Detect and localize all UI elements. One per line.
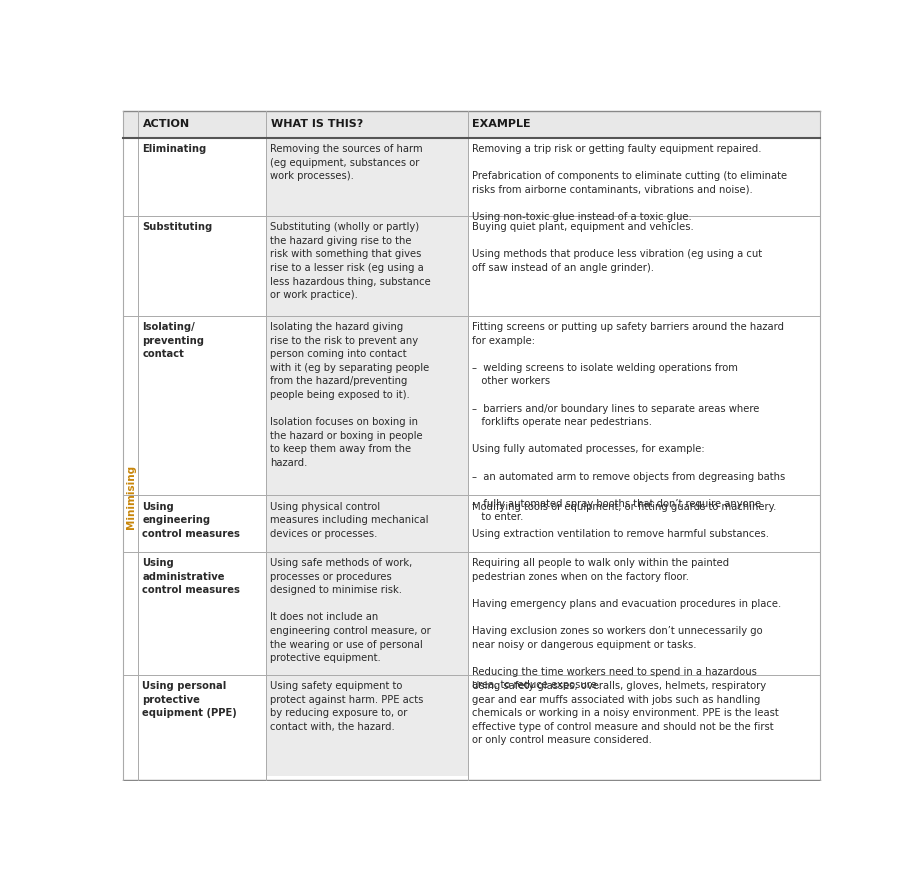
Text: Using safe methods of work,
processes or procedures
designed to minimise risk.

: Using safe methods of work, processes or… (270, 558, 431, 662)
Bar (122, 112, 821, 139)
Text: Substituting (wholly or partly)
the hazard giving rise to the
risk with somethin: Substituting (wholly or partly) the haza… (270, 222, 431, 299)
Text: EXAMPLE: EXAMPLE (472, 119, 531, 129)
Bar (266, 675, 468, 776)
Text: Substituting: Substituting (142, 222, 213, 232)
Text: Using physical control
measures including mechanical
devices or processes.: Using physical control measures includin… (270, 501, 428, 538)
Text: ACTION: ACTION (143, 119, 190, 129)
Bar (266, 217, 468, 316)
Bar (266, 495, 468, 552)
Text: Buying quiet plant, equipment and vehicles.

Using methods that produce less vib: Buying quiet plant, equipment and vehicl… (472, 222, 762, 273)
Text: Fitting screens or putting up safety barriers around the hazard
for example:

– : Fitting screens or putting up safety bar… (472, 321, 785, 522)
Text: Requiring all people to walk only within the painted
pedestrian zones when on th: Requiring all people to walk only within… (472, 558, 781, 689)
Bar (266, 552, 468, 675)
Text: Removing the sources of harm
(eg equipment, substances or
work processes).: Removing the sources of harm (eg equipme… (270, 144, 423, 181)
Text: Isolating/
preventing
contact: Isolating/ preventing contact (142, 321, 204, 359)
Text: Using personal
protective
equipment (PPE): Using personal protective equipment (PPE… (142, 680, 237, 717)
Text: Using safety equipment to
protect against harm. PPE acts
by reducing exposure to: Using safety equipment to protect agains… (270, 680, 424, 731)
Bar (266, 316, 468, 495)
Text: Eliminating: Eliminating (142, 144, 206, 154)
Text: Using
administrative
control measures: Using administrative control measures (142, 558, 240, 594)
Text: Minimising: Minimising (125, 464, 135, 529)
Text: WHAT IS THIS?: WHAT IS THIS? (271, 119, 363, 129)
Text: Isolating the hazard giving
rise to the risk to prevent any
person coming into c: Isolating the hazard giving rise to the … (270, 321, 429, 467)
Bar (266, 139, 468, 217)
Text: Removing a trip risk or getting faulty equipment repaired.

Prefabrication of co: Removing a trip risk or getting faulty e… (472, 144, 787, 222)
Text: Using safety glasses, overalls, gloves, helmets, respiratory
gear and ear muffs : Using safety glasses, overalls, gloves, … (472, 680, 778, 745)
Text: Modifying tools or equipment, or fitting guards to machinery.

Using extraction : Modifying tools or equipment, or fitting… (472, 501, 776, 538)
Text: Using
engineering
control measures: Using engineering control measures (142, 501, 240, 538)
